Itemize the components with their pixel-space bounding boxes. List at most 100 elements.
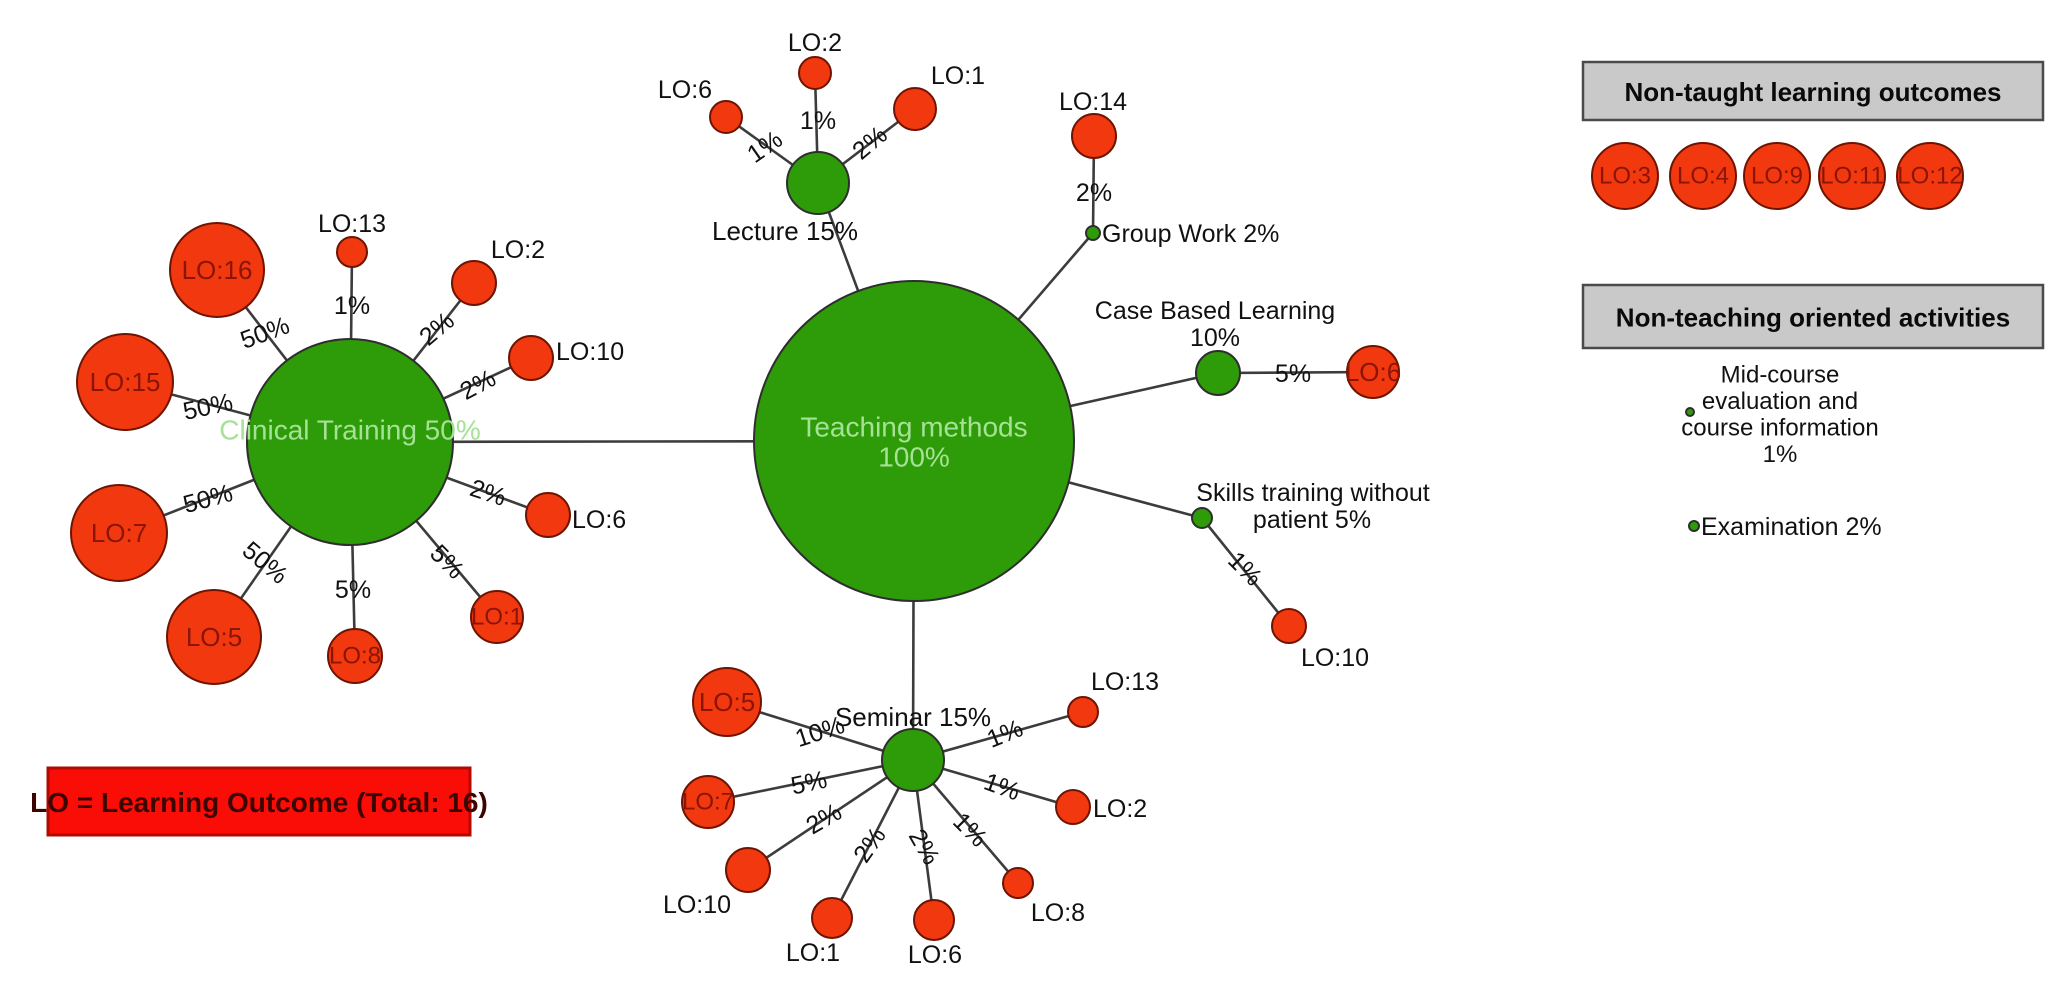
lo-label-nt-lo9: LO:9	[1751, 163, 1803, 190]
edge-percent-label: 1%	[334, 292, 370, 320]
red-node-nt-lo11	[1818, 142, 1886, 210]
green-node-label-teaching-methods: Teaching methods	[800, 412, 1027, 443]
lo-label-ct-lo8: LO:8	[329, 643, 381, 670]
green-node-lecture	[786, 151, 850, 215]
edge-percent-label: 2%	[848, 822, 892, 868]
case-based-label-2: 10%	[1190, 324, 1240, 352]
lo-label-sem-lo13: LO:13	[1091, 668, 1159, 696]
mid-course-label: 1%	[1763, 441, 1798, 468]
lo-label-sem-lo1: LO:1	[786, 939, 840, 967]
mid-course-label: Mid-course	[1721, 362, 1840, 389]
red-node-ct-lo5	[166, 589, 262, 685]
red-node-nt-lo3	[1591, 142, 1659, 210]
red-node-nt-lo12	[1896, 142, 1964, 210]
non-taught-box-title: Non-taught learning outcomes	[1625, 77, 2002, 107]
edge-percent-label: 1%	[980, 768, 1024, 807]
red-node-ct-lo2	[451, 260, 497, 306]
green-node-group-work	[1085, 225, 1101, 241]
green-node-case-based-learning	[1195, 350, 1241, 396]
lo-label-nt-lo11: LO:11	[1820, 163, 1884, 190]
lo-label-cbl-lo6: LO:6	[1345, 357, 1401, 387]
red-node-ct-lo16	[169, 222, 265, 318]
edge-percent-label: 2%	[1076, 179, 1112, 207]
lo-label-ct-lo5: LO:5	[186, 622, 242, 652]
red-node-ct-lo1	[470, 590, 524, 644]
lo-label-sem-lo5: LO:5	[699, 687, 755, 717]
edge-percent-label: 5%	[335, 576, 371, 604]
lo-label-st-lo10: LO:10	[1301, 644, 1369, 672]
edge-percent-label: 1%	[800, 107, 836, 135]
lo-label-nt-lo12: LO:12	[1897, 163, 1962, 190]
red-node-ct-lo6	[525, 492, 571, 538]
edge-line	[1200, 517, 1291, 627]
red-node-ct-lo7	[70, 484, 168, 582]
lo-label-lec-lo2: LO:2	[788, 29, 842, 57]
red-node-ct-lo8	[327, 628, 383, 684]
edge-percent-label: 50%	[237, 311, 294, 354]
lo-note-box-title: LO = Learning Outcome (Total: 16)	[30, 787, 488, 818]
red-node-ct-lo15	[76, 333, 174, 431]
case-based-label-1: Case Based Learning	[1095, 297, 1335, 325]
red-node-sem-lo8	[1002, 867, 1034, 899]
red-node-cbl-lo6	[1346, 345, 1400, 399]
skills-label-2: patient 5%	[1253, 506, 1371, 534]
edge-line	[747, 758, 914, 872]
non-teaching-box-title: Non-teaching oriented activities	[1616, 303, 2010, 333]
lo-label-ct-lo10: LO:10	[556, 338, 624, 366]
skills-label-1: Skills training without	[1196, 479, 1429, 507]
green-node-examination-dot	[1688, 520, 1700, 532]
lo-label-ct-lo15: LO:15	[90, 367, 161, 397]
green-node-skills-training	[1191, 507, 1213, 529]
edge-percent-label: 2%	[455, 364, 500, 406]
lo-label-sem-lo6: LO:6	[908, 941, 962, 969]
lo-label-ct-lo2: LO:2	[491, 236, 545, 264]
green-node-mid-course-dot	[1685, 407, 1695, 417]
red-node-sem-lo1	[811, 897, 853, 939]
lo-label-lec-lo1: LO:1	[931, 62, 985, 90]
red-node-sem-lo7	[681, 775, 735, 829]
lo-label-lec-lo6: LO:6	[658, 76, 712, 104]
lo-label-sem-lo2: LO:2	[1093, 795, 1147, 823]
edge-percent-label: 5%	[1275, 360, 1311, 388]
red-node-ct-lo10	[508, 335, 554, 381]
non-teaching-box	[1581, 283, 2045, 350]
red-node-gw-lo14	[1071, 113, 1117, 159]
group-work-label: Group Work 2%	[1102, 220, 1279, 248]
red-node-sem-lo13	[1067, 696, 1099, 728]
lo-label-sem-lo8: LO:8	[1031, 899, 1085, 927]
edge-percent-label: 1%	[742, 125, 788, 169]
red-node-sem-lo10	[725, 847, 771, 893]
lo-label-sem-lo10: LO:10	[663, 891, 731, 919]
red-node-sem-lo5	[692, 667, 762, 737]
edge-percent-label: 2%	[903, 824, 945, 869]
green-node-clinical-training	[246, 338, 454, 546]
green-node-seminar	[881, 728, 945, 792]
red-node-st-lo10	[1271, 608, 1307, 644]
edge-percent-label: 50%	[180, 479, 236, 519]
edge-percent-label: 50%	[237, 536, 293, 590]
lo-note-box	[46, 766, 472, 837]
edge-line	[707, 758, 914, 804]
edge-percent-label: 2%	[801, 798, 846, 840]
red-node-lec-lo2	[798, 56, 832, 90]
red-node-sem-lo2	[1055, 789, 1091, 825]
lo-label-sem-lo7: LO:7	[682, 789, 734, 816]
green-node-label-clinical-training: Clinical Training 50%	[219, 415, 480, 446]
green-node-label-teaching-methods: 100%	[878, 442, 950, 473]
examination-label: Examination 2%	[1701, 513, 1882, 541]
seminar-label: Seminar 15%	[835, 702, 991, 732]
edge-percent-label: 2%	[466, 474, 509, 512]
lo-label-ct-lo16: LO:16	[182, 255, 253, 285]
non-taught-box	[1581, 60, 2045, 122]
lo-label-nt-lo4: LO:4	[1677, 163, 1729, 190]
lo-label-nt-lo3: LO:3	[1599, 163, 1651, 190]
lo-label-ct-lo7: LO:7	[91, 518, 147, 548]
red-node-ct-lo13	[336, 236, 368, 268]
lo-label-ct-lo1: LO:1	[471, 604, 523, 631]
edge-percent-label: 2%	[414, 307, 460, 352]
mid-course-label: evaluation and	[1702, 388, 1858, 415]
lo-label-ct-lo13: LO:13	[318, 210, 386, 238]
lecture-label: Lecture 15%	[712, 216, 858, 246]
